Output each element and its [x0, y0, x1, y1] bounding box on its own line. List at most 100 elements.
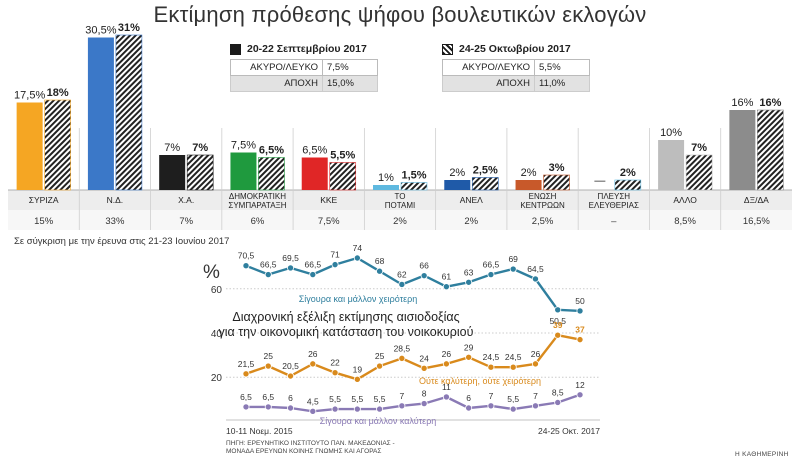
legend-wave2-label: 24-25 Οκτωβρίου 2017 [459, 43, 571, 55]
line-point [576, 391, 584, 399]
wave1-invalid-value: 7,5% [322, 59, 378, 76]
line-series [245, 256, 581, 313]
line-point [398, 402, 406, 410]
line-point [531, 402, 539, 410]
line-point-label: 66 [419, 261, 429, 271]
comparison-value: 8,5% [674, 216, 696, 227]
line-point [331, 261, 339, 269]
bar-wave1-value-label: 7,5% [231, 140, 256, 152]
y-tick-label: 20 [211, 373, 223, 384]
line-point [376, 405, 384, 413]
line-chart-subtitle: Διαχρονική εξέλιξη εκτίμησης αισιοδοξίας… [166, 310, 526, 340]
line-point [398, 280, 406, 288]
category-label: ΔΗΜΟΚΡΑΤΙΚΗ [229, 192, 286, 201]
line-point [331, 405, 339, 413]
bar-wave1 [515, 180, 542, 190]
line-point-label: 39 [553, 320, 563, 330]
bar-wave2-value-label: 5,5% [330, 150, 355, 162]
category-label: ΠΛΕΥΣΗ [598, 192, 631, 201]
line-point [353, 405, 361, 413]
bar-wave2-value-label: 6,5% [259, 145, 284, 157]
line-series [245, 334, 581, 381]
category-label-band [8, 190, 792, 210]
line-point-label: 5,5 [351, 394, 363, 404]
line-point-label: 69,5 [282, 253, 299, 263]
line-point-label: 26 [531, 349, 541, 359]
subtitle-line-1: Διαχρονική εξέλιξη εκτίμησης αισιοδοξίας [232, 310, 460, 324]
category-label: Ν.Δ. [107, 195, 124, 205]
line-point [442, 393, 450, 401]
line-point-label: 6 [466, 393, 471, 403]
bar-wave2 [115, 34, 143, 191]
line-point [509, 405, 517, 413]
line-point-label: 66,5 [260, 260, 277, 270]
category-label: ΣΥΜΠΑΡΑΤΑΞΗ [228, 201, 286, 210]
wave2-invalid-label: ΑΚΥΡΟ/ΛΕΥΚΟ [442, 59, 535, 76]
line-point [309, 271, 317, 279]
comparison-value: 15% [34, 216, 54, 227]
percent-sign: % [203, 262, 220, 283]
line-point-label: 29 [464, 342, 474, 352]
line-point-label: 5,5 [507, 394, 519, 404]
source-note: ΠΗΓΗ: ΕΡΕΥΝΗΤΙΚΟ ΙΝΣΤΙΤΟΥΤΟ ΠΑΝ. ΜΑΚΕΔΟΝ… [226, 440, 395, 456]
bar-wave2-value-label: 2% [620, 167, 636, 179]
line-point [309, 360, 317, 368]
line-point-label: 25 [375, 351, 385, 361]
bar-wave1-value-label: 17,5% [14, 90, 45, 102]
bar-wave2 [685, 154, 713, 191]
bar-wave2-value-label: 7% [691, 142, 707, 154]
x-start-label: 10-11 Νοεμ. 2015 [226, 426, 293, 436]
line-point-label: 12 [575, 380, 585, 390]
bar-wave2 [258, 157, 285, 191]
line-series [246, 393, 581, 413]
line-point-label: 68 [375, 256, 385, 266]
bar-wave1-value-label: 7% [164, 142, 180, 154]
line-point-label: 64,5 [527, 264, 544, 274]
line-point-label: 8,5 [552, 387, 564, 397]
bar-wave2 [44, 99, 71, 191]
line-point-label: 7 [533, 391, 538, 401]
bar-wave2 [471, 177, 499, 191]
line-point [287, 404, 295, 412]
line-point-label: 6 [288, 393, 293, 403]
legend-wave1-label: 20-22 Σεπτεμβρίου 2017 [247, 43, 367, 55]
legend-wave1: 20-22 Σεπτεμβρίου 2017 ΑΚΥΡΟ/ΛΕΥΚΟ 7,5% Α… [230, 42, 378, 92]
chart-title: Εκτίμηση πρόθεσης ψήφου βουλευτικών εκλο… [153, 2, 647, 27]
line-point-label: 24,5 [483, 352, 500, 362]
comparison-value: 2% [464, 216, 478, 227]
line-point [465, 278, 473, 286]
line-point-label: 11 [442, 382, 451, 392]
line-point-label: 22 [330, 358, 340, 368]
bar-wave1-value-label: 2% [521, 167, 537, 179]
line-point-label: 50,5 [549, 316, 566, 326]
bar-wave1 [230, 152, 257, 190]
hatched-swatch-icon [442, 43, 453, 55]
line-point [554, 398, 562, 406]
category-label: ΔΞ/ΔΑ [744, 195, 769, 205]
bar-wave1 [159, 155, 186, 190]
comparison-value: 33% [105, 216, 125, 227]
line-point [287, 264, 295, 272]
line-point [487, 363, 495, 371]
line-point [309, 407, 317, 415]
bar-wave1-value-label: 2% [449, 167, 465, 179]
y-tick-label: 60 [211, 285, 223, 296]
line-point-label: 26 [442, 349, 452, 359]
bar-wave2-value-label: 7% [192, 142, 208, 154]
bar-wave2 [614, 179, 642, 191]
line-point [509, 363, 517, 371]
line-point [242, 403, 250, 411]
line-point-label: 63 [464, 267, 474, 277]
line-point-label: 25 [264, 351, 274, 361]
series-name-label: Σίγουρα και μάλλον καλύτερη [320, 416, 437, 426]
wave1-stats-table: ΑΚΥΡΟ/ΛΕΥΚΟ 7,5% ΑΠΟΧΗ 15,0% [230, 59, 378, 92]
solid-swatch-icon [230, 43, 241, 55]
line-point [576, 307, 584, 315]
bar-wave1 [729, 110, 756, 190]
line-point [331, 369, 339, 377]
bar-wave2 [329, 162, 357, 191]
bar-wave1-value-label: 30,5% [85, 25, 116, 37]
source-line-2: ΜΟΝΑΔΑ ΕΡΕΥΝΩΝ ΚΟΙΝΗΣ ΓΝΩΜΗΣ ΚΑΙ ΑΓΟΡΑΣ [226, 448, 382, 455]
line-point [420, 400, 428, 408]
comparison-value: 2,5% [532, 216, 554, 227]
